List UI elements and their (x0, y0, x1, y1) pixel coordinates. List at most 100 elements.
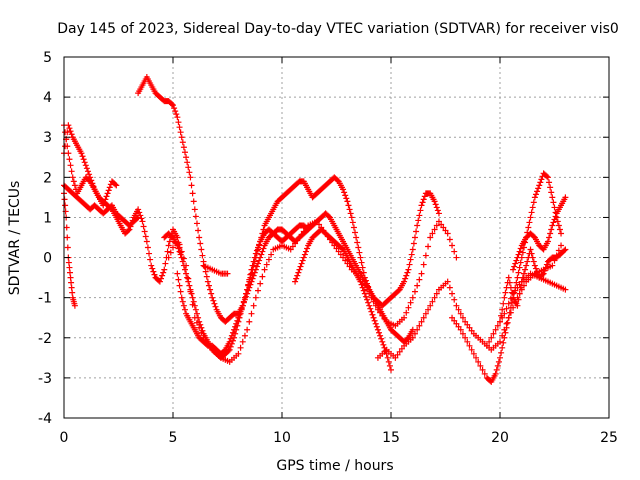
data-point (507, 284, 514, 291)
data-point (189, 294, 196, 301)
data-point (190, 198, 197, 205)
data-point (165, 254, 172, 261)
data-point (433, 290, 440, 297)
data-point (483, 342, 490, 349)
data-point (498, 349, 505, 356)
data-point (431, 198, 438, 205)
data-point (259, 230, 266, 237)
data-point (459, 330, 466, 337)
data-point (301, 251, 308, 258)
data-point (449, 242, 456, 249)
data-point (244, 326, 251, 333)
series-6 (200, 262, 231, 277)
data-point (249, 275, 256, 282)
data-point (394, 351, 401, 358)
data-point (403, 309, 410, 316)
data-point (140, 223, 147, 230)
data-point (304, 245, 311, 252)
data-point (558, 230, 565, 237)
data-point (410, 240, 417, 247)
data-point (65, 259, 72, 266)
data-point (431, 294, 438, 301)
data-point (525, 224, 532, 231)
data-point (65, 150, 72, 157)
data-point (549, 262, 556, 269)
data-point (189, 301, 196, 308)
data-point (517, 245, 524, 252)
data-point (435, 218, 442, 225)
data-point (129, 217, 136, 224)
data-point (245, 287, 252, 294)
data-point (143, 238, 150, 245)
data-point (175, 119, 182, 126)
data-point (68, 284, 75, 291)
data-point (546, 179, 553, 186)
data-point (251, 269, 258, 276)
data-point (82, 162, 89, 169)
x-tick-label: 0 (60, 430, 69, 446)
data-point (263, 261, 270, 268)
data-point (554, 218, 561, 225)
data-point (67, 128, 74, 135)
data-point (532, 191, 539, 198)
data-series (61, 74, 569, 385)
data-point (515, 269, 522, 276)
data-point (167, 249, 174, 256)
data-point (79, 153, 86, 160)
data-point (540, 270, 547, 277)
data-point (455, 306, 462, 313)
y-tick-label: -4 (38, 411, 52, 427)
data-point (221, 347, 228, 354)
data-point (240, 299, 247, 306)
data-point (235, 314, 242, 321)
data-point (502, 289, 509, 296)
data-point (529, 254, 536, 261)
data-point (538, 176, 545, 183)
data-point (511, 263, 518, 270)
data-point (547, 230, 554, 237)
data-point (462, 334, 469, 341)
data-point (360, 269, 367, 276)
data-point (228, 332, 235, 339)
data-point (80, 156, 87, 163)
data-point (486, 338, 493, 345)
data-point (388, 366, 394, 373)
data-point (429, 298, 436, 305)
data-point (497, 318, 503, 325)
data-point (212, 303, 219, 310)
data-point (425, 306, 432, 313)
data-point (256, 242, 263, 249)
data-point (252, 266, 259, 273)
data-point (530, 233, 537, 240)
series-15 (497, 246, 569, 325)
data-point (193, 319, 200, 326)
data-point (174, 234, 181, 241)
data-point (350, 224, 357, 231)
data-point (477, 362, 484, 369)
x-tick-label: 10 (273, 430, 291, 446)
data-point (405, 266, 412, 273)
data-point (543, 261, 550, 268)
data-point (193, 310, 200, 317)
data-point (70, 178, 77, 185)
data-point (64, 234, 71, 241)
data-point (520, 270, 527, 277)
data-point (174, 114, 181, 121)
data-point (231, 326, 238, 333)
data-point (427, 302, 434, 309)
data-point (229, 329, 236, 336)
data-point (338, 245, 345, 252)
data-point (348, 214, 355, 221)
data-point (239, 338, 246, 345)
data-point (373, 323, 380, 330)
data-point (345, 202, 352, 209)
data-point (384, 354, 391, 361)
data-point (530, 258, 537, 265)
y-tick-label: -3 (38, 371, 52, 387)
data-point (352, 229, 359, 236)
data-point (438, 221, 445, 228)
data-point (197, 321, 204, 328)
data-point (440, 224, 447, 231)
data-point (211, 300, 218, 307)
data-point (250, 272, 257, 279)
